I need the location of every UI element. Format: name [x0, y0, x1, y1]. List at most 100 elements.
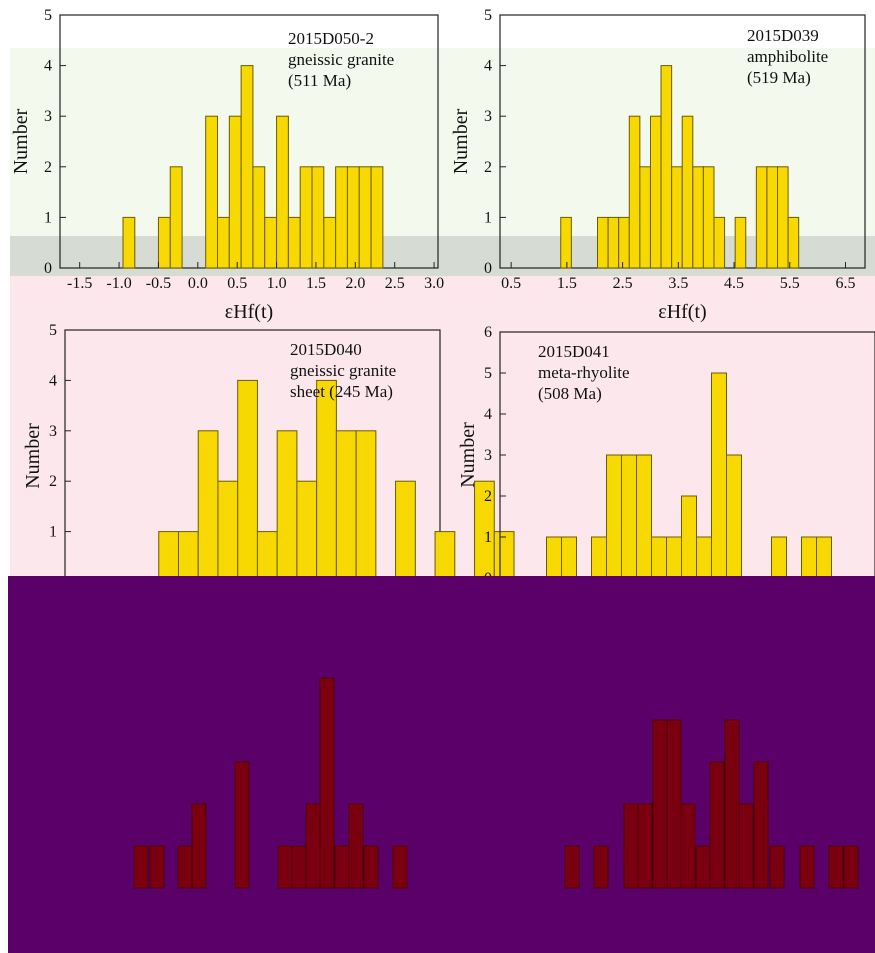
y-axis-title: Number: [457, 422, 479, 488]
shadow-bar: [149, 845, 165, 889]
y-tick-label: 5: [484, 7, 492, 24]
y-tick-label: 1: [484, 209, 492, 226]
y-axis-title: Number: [10, 108, 32, 174]
shadow-bar: [724, 719, 740, 889]
histogram-chart-2015d041: 0123456Number2015D041meta-rhyolite(508 M…: [457, 324, 875, 587]
sample-annotation-line: 2015D040: [290, 340, 362, 359]
histogram-bar: [276, 115, 289, 269]
x-tick-label: 2.5: [385, 275, 405, 292]
y-tick-label: 2: [49, 473, 57, 490]
histogram-bar: [771, 536, 787, 579]
sample-annotation-line: (511 Ma): [288, 71, 351, 90]
y-tick-label: 4: [49, 372, 57, 389]
histogram-bar: [621, 454, 637, 579]
y-tick-label: 2: [44, 159, 52, 176]
histogram-bar: [651, 536, 667, 579]
shadow-bar: [799, 845, 815, 889]
histogram-bar: [726, 454, 742, 579]
histogram-bar: [713, 216, 726, 269]
shadow-bar: [769, 845, 785, 889]
shadow-bar: [177, 845, 193, 889]
shadow-bar: [738, 803, 754, 889]
shadow-bar: [753, 761, 769, 889]
shadow-bar: [191, 803, 207, 889]
shadow-bar: [666, 719, 682, 889]
y-tick-label: 5: [44, 7, 52, 24]
histogram-bar: [122, 216, 136, 269]
y-tick-label: 3: [44, 108, 52, 125]
sample-annotation-line: 2015D050-2: [288, 29, 374, 48]
shadow-bar: [133, 845, 149, 889]
shadow-bar: [234, 761, 250, 889]
background-band-gray: [10, 236, 875, 276]
shadow-bar: [291, 845, 307, 889]
sample-annotation-line: 2015D041: [538, 342, 610, 361]
x-tick-label: 2.0: [345, 275, 365, 292]
y-tick-label: 3: [484, 108, 492, 125]
x-tick-label: 3.5: [668, 275, 688, 292]
shadow-bar: [680, 803, 696, 889]
histogram-bar: [606, 454, 622, 579]
histogram-bar: [546, 536, 562, 579]
y-tick-label: 4: [484, 406, 492, 423]
histogram-chart-2015d039: 0 1 2 3 4 5 0.5 1.5 2.5 3.5 4.5 5.5 6.5 Number εHf(t) 2…: [450, 7, 866, 323]
x-tick-label: -1.5: [67, 275, 92, 292]
y-tick-label: 0: [484, 260, 492, 277]
x-tick-label: 2.5: [613, 275, 633, 292]
shadow-bar: [709, 761, 725, 889]
shadow-bar: [277, 845, 293, 889]
histogram-bar: [816, 536, 832, 579]
y-tick-label: 4: [44, 58, 52, 75]
shadow-bar: [334, 845, 350, 889]
sample-annotation-line: (508 Ma): [538, 384, 602, 403]
sample-annotation-line: meta-rhyolite: [538, 363, 630, 382]
histogram-bar: [560, 216, 572, 269]
background-band-purple: [8, 576, 875, 953]
y-tick-label: 5: [49, 322, 57, 339]
shadow-bar: [564, 845, 580, 889]
x-axis-title: εHf(t): [225, 301, 273, 323]
x-tick-label: 3.0: [424, 275, 444, 292]
x-tick-label: -0.5: [146, 275, 171, 292]
histogram-bar: [801, 536, 817, 579]
histogram-bar: [734, 216, 747, 269]
histogram-bar: [696, 536, 712, 579]
shadow-bars: [133, 677, 859, 889]
x-tick-label: -1.0: [106, 275, 131, 292]
y-tick-label: 1: [484, 529, 492, 546]
sample-annotation-line: gneissic granite: [290, 361, 396, 380]
y-tick-label: 2: [484, 159, 492, 176]
histogram-bar: [681, 495, 697, 579]
histogram-bar: [591, 536, 607, 579]
y-tick-label: 2: [484, 488, 492, 505]
sample-annotation-line: (519 Ma): [747, 68, 811, 87]
sample-annotation-line: sheet (245 Ma): [290, 382, 393, 401]
x-tick-label: 6.5: [835, 275, 855, 292]
x-tick-label: 0.5: [227, 275, 247, 292]
y-tick-label: 1: [44, 209, 52, 226]
y-tick-label: 0: [44, 260, 52, 277]
shadow-bar: [363, 845, 379, 889]
shadow-bar: [843, 845, 859, 889]
histogram-bar: [711, 372, 727, 579]
sample-annotation-line: amphibolite: [747, 47, 828, 66]
histogram-bar: [666, 536, 682, 579]
x-tick-label: 5.5: [780, 275, 800, 292]
y-tick-label: 5: [484, 365, 492, 382]
sample-annotation-line: gneissic granite: [288, 50, 394, 69]
x-tick-label: 1.5: [306, 275, 326, 292]
x-tick-label: 1.5: [557, 275, 577, 292]
histogram-bar: [787, 216, 800, 269]
sample-annotation-line: 2015D039: [747, 26, 819, 45]
shadow-bar: [623, 803, 639, 889]
y-tick-label: 1: [49, 524, 57, 541]
y-axis-title: Number: [22, 423, 44, 489]
shadow-bar: [348, 803, 364, 889]
histogram-chart-2015d050-2: 0 1 2 3 4 5 -1.5 -1.0 -0.5 0.0 0.5 1.0 1.5 2.0 2.5 3.0 N…: [10, 7, 444, 323]
shadow-bar: [695, 845, 711, 889]
y-tick-label: 3: [49, 423, 57, 440]
shadow-bar: [828, 845, 844, 889]
shadow-bar: [637, 803, 653, 889]
histogram-bar: [561, 536, 577, 579]
shadow-bar: [593, 845, 609, 889]
